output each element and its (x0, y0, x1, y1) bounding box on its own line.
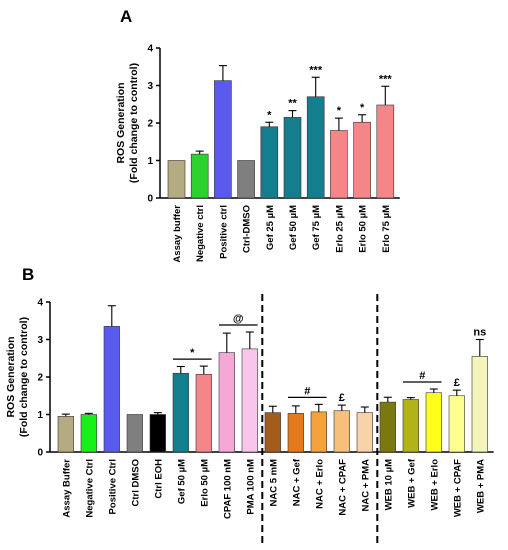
bar-12 (310, 411, 327, 453)
bar-10 (376, 104, 395, 199)
bar-2 (80, 414, 97, 453)
category-label: NAC + Gef (291, 458, 302, 506)
category-label: Erlo 25 µM (334, 205, 345, 253)
category-label: Gef 50 µM (176, 459, 187, 504)
category-label: Gef 25 µM (265, 205, 276, 250)
significance-mark: * (190, 347, 195, 359)
panel-letter: A (120, 7, 132, 26)
category-label: WEB + Erlo (429, 459, 440, 511)
category-label: Positive ctrl (218, 205, 229, 259)
y-tick-label: 4 (147, 44, 153, 55)
bar-8 (330, 130, 348, 199)
significance-mark: * (267, 109, 272, 121)
category-label: PMA 100 nM (245, 459, 256, 515)
bar-5 (260, 126, 279, 199)
bar-13 (333, 410, 350, 453)
y-tick-label: 3 (147, 81, 153, 92)
significance-mark: *** (309, 64, 323, 76)
bar-6 (172, 372, 189, 453)
y-tick-label: 0 (37, 448, 43, 459)
significance-mark: * (360, 102, 365, 114)
significance-mark: £ (454, 377, 460, 389)
panel-B: B 0 1 2 3 4 ROS Generation(Fold change to cont… (5, 265, 494, 545)
bar-6 (283, 117, 302, 199)
y-tick-label: 1 (37, 410, 43, 421)
bar-3 (214, 80, 232, 199)
significance-mark: ** (288, 98, 297, 110)
bar-7 (306, 96, 325, 199)
y-axis-label: ROS Generation(Fold change to control) (115, 63, 140, 183)
bar-17 (425, 392, 442, 453)
bar-2 (190, 153, 209, 199)
significance-mark: # (304, 385, 310, 397)
panel-letter: B (22, 265, 34, 284)
category-label: NAC + CPAF (337, 459, 348, 516)
bar-19 (471, 356, 488, 453)
category-label: NAC + PMA (360, 459, 371, 512)
bar-9 (241, 348, 258, 453)
significance-mark: ns (473, 327, 486, 339)
category-label: Erlo 50 µM (358, 205, 369, 253)
bar-3 (103, 326, 120, 453)
category-label: WEB + PMA (475, 459, 486, 513)
y-tick-label: 0 (147, 194, 153, 205)
category-label: Erlo 50 µM (199, 459, 210, 507)
category-label: Gef 75 µM (311, 205, 322, 250)
bar-1 (57, 416, 74, 453)
bar-18 (448, 395, 465, 453)
category-label: Assay buffer (172, 205, 183, 263)
bar-7 (195, 374, 212, 453)
category-label: Positive Ctrl (107, 459, 118, 514)
category-label: Negative Ctrl (84, 459, 95, 518)
bar-1 (167, 160, 186, 199)
y-tick-label: 2 (37, 373, 43, 384)
category-label: Gef 50 µM (288, 205, 299, 250)
panel-A: A 0 1 2 3 4 ROS Generation(Fold change to cont… (115, 7, 400, 263)
category-label: Ctrl-DMSO (242, 205, 253, 253)
category-label: Ctrl DMSO (130, 459, 141, 507)
y-tick-label: 2 (147, 119, 153, 130)
bar-9 (353, 121, 371, 199)
bar-8 (218, 352, 235, 453)
category-label: NAC + Erlo (314, 459, 325, 509)
category-label: NAC 5 mM (268, 459, 279, 507)
significance-mark: # (419, 370, 425, 382)
category-label: WEB + Gef (406, 458, 417, 508)
category-label: Assay Buffer (61, 459, 72, 518)
bar-4 (126, 414, 143, 453)
bar-10 (264, 412, 281, 453)
y-tick-label: 4 (37, 298, 43, 309)
bar-14 (356, 412, 373, 453)
y-tick-label: 1 (147, 156, 153, 167)
bar-16 (402, 399, 419, 453)
bar-11 (287, 413, 304, 453)
category-label: CPAF 100 nM (222, 459, 233, 519)
significance-mark: £ (339, 392, 345, 404)
category-label: Ctrl EOH (153, 459, 164, 499)
category-label: Negative ctrl (195, 205, 206, 262)
significance-mark: * (337, 105, 342, 117)
bar-4 (237, 160, 255, 199)
bar-15 (379, 401, 396, 453)
significance-mark: *** (379, 73, 393, 85)
category-label: Erlo 75 µM (381, 205, 392, 253)
significance-mark: @ (233, 313, 244, 325)
y-tick-label: 3 (37, 335, 43, 346)
y-axis-label: ROS Generation(Fold change to control) (5, 317, 30, 437)
bar-5 (149, 414, 166, 453)
category-label: WEB 10 µM (383, 459, 394, 510)
category-label: WEB + CPAF (452, 459, 463, 517)
